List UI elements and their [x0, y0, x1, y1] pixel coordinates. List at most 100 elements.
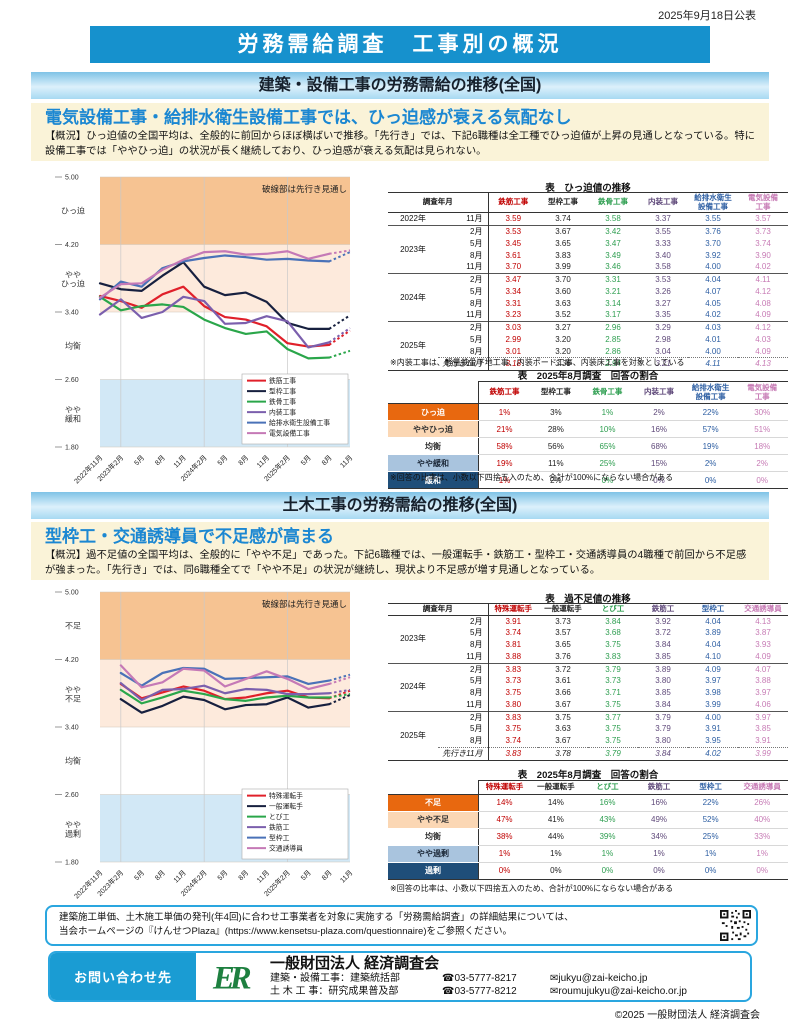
value-cell: 3.92 [655, 616, 671, 626]
value-cell: 3.18 [488, 357, 538, 371]
value-cell: 47% [478, 811, 531, 829]
svg-text:鉄筋工: 鉄筋工 [269, 823, 290, 832]
value-cell: 4.09 [755, 651, 771, 661]
svg-text:8月: 8月 [237, 454, 250, 467]
value-cell: 3.14 [605, 298, 621, 308]
shortage-line-chart: 5.00 4.20 3.40 2.60 1.80 不足 やや不足 均衡 やや過剰 2022年11月… [55, 585, 395, 915]
value-cell: 3.67 [555, 736, 571, 746]
value-cell: 15% [633, 454, 685, 473]
month-cell: 2月 [438, 224, 489, 238]
value-cell: 4.02 [755, 262, 771, 272]
svg-text:2.60: 2.60 [65, 792, 79, 799]
column-header: 型枠工 [688, 603, 738, 616]
year-cell: 2023年 [400, 634, 426, 644]
value-cell: 22% [684, 403, 737, 422]
value-cell: 44% [530, 828, 582, 846]
month-cell: 11月 [438, 309, 489, 322]
value-cell: 3.45 [505, 238, 522, 248]
month-cell: 2月 [438, 710, 489, 724]
month-cell: 先行き11月 [438, 746, 489, 761]
svg-text:11月: 11月 [172, 454, 188, 470]
phone-icon: ☎ [442, 973, 455, 985]
value-cell: 2% [530, 471, 582, 490]
month-cell: 5月 [438, 675, 489, 688]
svg-text:型枠工事: 型枠工事 [269, 387, 296, 396]
value-cell: 3.73 [738, 224, 788, 238]
column-header: 給排水衛生 設備工事 [688, 192, 738, 214]
table-row: 2024年 2月 3.47 3.70 3.31 3.53 4.04 4.11 [388, 272, 788, 322]
column-header: 特殊運転手 [478, 780, 531, 795]
column-header: 内装工事 [633, 380, 685, 405]
value-cell: 3.90 [755, 250, 771, 260]
table-row: 先行き11月 3.83 3.78 3.79 3.84 4.02 3.99 [388, 746, 788, 761]
value-cell: 3.63 [555, 298, 571, 308]
svg-text:ややひっ迫: ややひっ迫 [61, 270, 85, 288]
value-cell: 3.03 [488, 320, 538, 334]
value-cell: 3.97 [755, 688, 771, 698]
tightness-share-note: ※回答の比率は、小数以下四捨五入のため、合計が100%にならない場合がある [390, 473, 674, 482]
value-cell: 4.04 [705, 640, 721, 650]
column-header: 型枠工事 [538, 192, 588, 214]
svg-text:11月: 11月 [255, 869, 271, 885]
value-cell: 3.75 [505, 724, 522, 734]
value-cell: 3.21 [638, 357, 688, 371]
value-cell: 4.04 [705, 616, 721, 626]
trend-table: 調査年月 鉄筋工事 型枠工事 鉄骨工事 内装工事 給排水衛生 設備工事 電気設備 工事 2022年… [388, 192, 788, 371]
contact-row-civil: 土 木 工 事：研究成果普及部 ☎03-5777-8212 ✉roumujuky… [270, 985, 687, 998]
section2-overview-box: 型枠工・交通誘導員で不足感が高まる 【概況】過不足値の全国平均は、全般的に「やや… [31, 522, 769, 580]
value-cell: 3.88 [505, 651, 522, 661]
svg-text:5月: 5月 [299, 454, 312, 467]
contact-row-building: 建築・設備工事：建築統括部 ☎03-5777-8217 ✉jukyu@zai-k… [270, 972, 687, 985]
value-cell: 3.36 [538, 357, 588, 371]
svg-text:3.40: 3.40 [65, 310, 79, 317]
month-cell: 8月 [438, 735, 489, 748]
column-header: 給排水衛生 設備工事 [684, 380, 737, 405]
year-cell: 2024年 [388, 662, 438, 712]
tightness-trend-note: ※内装工事は、軽量鉄骨下地工事、内装ボード工事、内装床工事を対象としている [390, 358, 685, 367]
column-header: とび工 [588, 603, 638, 616]
value-cell: 19% [684, 437, 737, 456]
month-cell: 先行き11月 [438, 357, 489, 371]
table-row: ひっ迫 1% 3% 1% 2% 22% 30% [388, 403, 788, 422]
value-cell: 4.07 [705, 286, 721, 296]
value-cell: 4.09 [755, 346, 771, 356]
value-cell: 2.98 [655, 334, 671, 344]
svg-text:8月: 8月 [154, 454, 167, 467]
month-cell: 11月 [438, 698, 489, 712]
value-cell: 3.63 [555, 724, 571, 734]
email-address-civil: roumujukyu@zai-keicho.or.jp [558, 986, 687, 998]
phone-number-building: 03-5777-8217 [454, 973, 517, 985]
value-cell: 3.26 [655, 286, 671, 296]
column-header: 調査年月 [388, 603, 489, 616]
value-cell: 4.10 [705, 651, 721, 661]
month-cell: 8月 [438, 687, 489, 699]
value-cell: 0% [633, 862, 685, 880]
value-cell: 3.75 [605, 736, 621, 746]
value-cell: 38% [478, 828, 531, 846]
value-cell: 22% [684, 794, 737, 812]
value-cell: 3.98 [705, 688, 721, 698]
month-cell: 5月 [438, 723, 489, 736]
column-header: 型枠工事 [530, 380, 582, 405]
value-cell: 0% [581, 862, 634, 880]
value-cell: 1% [530, 845, 582, 863]
contact-text: 一般財団法人 経済調査会 建築・設備工事：建築統括部 ☎03-5777-8217… [270, 955, 687, 998]
value-cell: 3.95 [705, 736, 721, 746]
value-cell: 1% [736, 845, 788, 863]
svg-text:5月: 5月 [133, 454, 146, 467]
value-cell: 3.57 [555, 628, 571, 638]
table-row: 8月 3.61 3.83 3.49 3.40 3.92 3.90 [388, 249, 788, 262]
value-cell: 25% [684, 828, 737, 846]
column-header: 一般運転手 [538, 603, 588, 616]
year-cell: 2025年 [388, 710, 438, 761]
value-cell: 21% [478, 420, 531, 439]
table-row: 8月 3.75 3.66 3.71 3.85 3.98 3.97 [388, 687, 788, 699]
value-cell: 3.85 [655, 688, 671, 698]
svg-text:3.40: 3.40 [65, 725, 79, 732]
table-row: 8月 3.74 3.67 3.75 3.80 3.95 3.91 [388, 735, 788, 748]
value-cell: 2.99 [505, 334, 522, 344]
phone-number-civil: 03-5777-8212 [454, 986, 517, 998]
table-row: 11月 3.80 3.67 3.75 3.84 3.99 4.06 [388, 698, 788, 712]
svg-text:均衡: 均衡 [65, 755, 81, 765]
response-level-label: 緩和 [388, 471, 479, 490]
